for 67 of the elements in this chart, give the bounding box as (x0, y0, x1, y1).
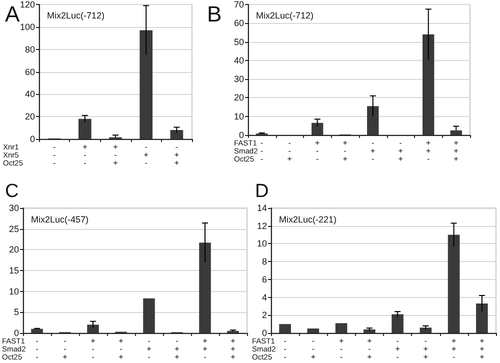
x-tick-label: + - - (315, 138, 320, 164)
x-tick-label: - - - (36, 336, 39, 362)
y-tick-label: 10 (256, 238, 267, 249)
y-tick-label: 15 (8, 266, 19, 276)
y-tick-label: 30 (234, 74, 244, 84)
y-tick-label: 20 (24, 112, 35, 122)
y-tick-label: 4 (262, 292, 267, 302)
y-tick-label: 20 (234, 92, 244, 103)
y-tick-label: 70 (234, 0, 244, 10)
x-tick-label: - + - (370, 138, 376, 164)
annotation: Mix2Luc(-221) (279, 214, 337, 224)
x-tick-label: + - - (82, 142, 88, 168)
y-tick-label: 30 (8, 203, 19, 213)
y-tick-label: 60 (24, 66, 35, 77)
x-tick-label: - + + (174, 142, 180, 168)
y-tick-label: 0 (262, 328, 267, 338)
x-tick-label: + - - (338, 336, 344, 362)
x-tick-label: - + + (423, 336, 428, 362)
annotation: Mix2Luc(-457) (31, 214, 89, 224)
x-tick-label: - - + (310, 336, 316, 362)
y-tick-label: 60 (234, 18, 244, 28)
y-tick-label: 2 (262, 310, 267, 320)
chart-title: D (255, 181, 269, 202)
y-tick-label: 5 (14, 307, 19, 318)
x-tick-label: + - + (367, 336, 372, 362)
x-tick-label: - + - (395, 336, 400, 362)
x-tick-label: - + + (174, 336, 180, 362)
x-tick-label: + + + (454, 138, 459, 164)
chart-title: A (5, 2, 20, 26)
annotation: Mix2Luc(-712) (47, 10, 105, 20)
y-tick-label: 0 (238, 130, 244, 140)
y-tick-label: 0 (14, 328, 19, 338)
x-tick-label: + + - (202, 336, 208, 362)
y-tick-label: 10 (8, 286, 19, 296)
y-tick-label: 8 (262, 256, 267, 267)
y-tick-label: 100 (20, 22, 35, 32)
chart-title: B (207, 2, 222, 26)
x-tick-label: + + - (426, 138, 432, 164)
y-tick-label: 14 (256, 203, 267, 213)
x-tick-label: + + + (480, 336, 485, 362)
x-tick-label: + + + (230, 336, 236, 362)
y-tick-label: 10 (234, 111, 244, 122)
x-tick-label: - - - (260, 138, 264, 164)
y-tick-label: 120 (20, 0, 35, 10)
y-tick-label: 20 (8, 244, 19, 255)
x-tick-label: - + - (144, 142, 149, 168)
annotation: Mix2Luc(-712) (256, 10, 314, 20)
x-tick-label: + + - (451, 336, 456, 362)
x-tick-label: - + - (146, 336, 152, 362)
x-tick-label: - - + (62, 336, 68, 362)
x-tick-label: + - - (90, 336, 96, 362)
y-tick-label: 12 (256, 220, 267, 231)
y-tick-label: 80 (24, 44, 35, 54)
y-tick-label: 25 (8, 224, 19, 234)
x-tick-label: - - - (52, 142, 56, 168)
y-tick-label: 6 (262, 274, 267, 284)
chart-title: C (5, 181, 19, 202)
x-tick-label: + - + (342, 138, 348, 164)
y-tick-label: 50 (234, 36, 244, 47)
y-tick-label: 40 (24, 89, 35, 100)
x-tick-label: - + + (398, 138, 404, 164)
x-tick-label: - - - (284, 336, 287, 362)
x-tick-label: - - + (287, 138, 292, 164)
y-tick-label: 40 (234, 55, 244, 66)
x-tick-label: + - + (113, 142, 118, 168)
y-tick-label: 0 (30, 134, 35, 144)
x-tick-label: + - + (118, 336, 124, 362)
